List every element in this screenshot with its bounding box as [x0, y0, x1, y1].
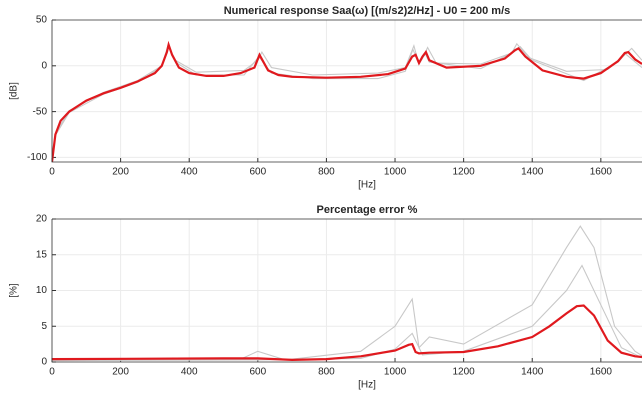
data-line: [52, 42, 642, 162]
x-axis-label: [Hz]: [358, 380, 376, 391]
chart-title: Percentage error %: [317, 204, 418, 216]
y-tick-label: -100: [27, 152, 47, 163]
data-line: [52, 40, 642, 162]
data-line: [52, 304, 642, 362]
x-tick-label: 800: [318, 167, 335, 178]
y-tick-label: 50: [36, 15, 48, 26]
x-tick-label: 0: [49, 167, 55, 178]
axes-box: [51, 19, 642, 163]
x-tick-label: 400: [181, 367, 198, 378]
y-tick-label: 0: [41, 357, 47, 368]
x-tick-label: 800: [318, 367, 335, 378]
x-tick-label: 1200: [453, 367, 476, 378]
x-tick-label: 1200: [453, 167, 476, 178]
x-tick-label: 200: [112, 367, 129, 378]
y-axis-label: [%]: [9, 283, 20, 298]
data-line: [52, 225, 642, 361]
x-tick-label: 1400: [521, 367, 544, 378]
y-tick-label: -50: [33, 106, 48, 117]
y-tick-label: 5: [41, 321, 47, 332]
y-tick-label: 20: [36, 214, 48, 225]
x-tick-label: 600: [249, 367, 266, 378]
x-tick-label: 1400: [521, 167, 544, 178]
y-axis-label: [dB]: [9, 82, 20, 100]
plot-area: [52, 20, 642, 162]
x-tick-label: 1600: [590, 167, 613, 178]
chart-title: Numerical response Saa(ω) [(m/s2)2/Hz] -…: [224, 5, 511, 17]
y-tick-label: 0: [41, 60, 47, 71]
x-tick-label: 0: [49, 367, 55, 378]
y-tick-label: 15: [36, 249, 48, 260]
x-tick-label: 1000: [384, 367, 407, 378]
x-tick-label: 1000: [384, 167, 407, 178]
x-axis-label: [Hz]: [358, 180, 376, 191]
x-tick-label: 400: [181, 167, 198, 178]
x-tick-label: 600: [249, 167, 266, 178]
x-tick-label: 200: [112, 167, 129, 178]
x-tick-label: 1600: [590, 367, 613, 378]
axes-box: [51, 218, 642, 363]
y-tick-label: 10: [36, 285, 48, 296]
